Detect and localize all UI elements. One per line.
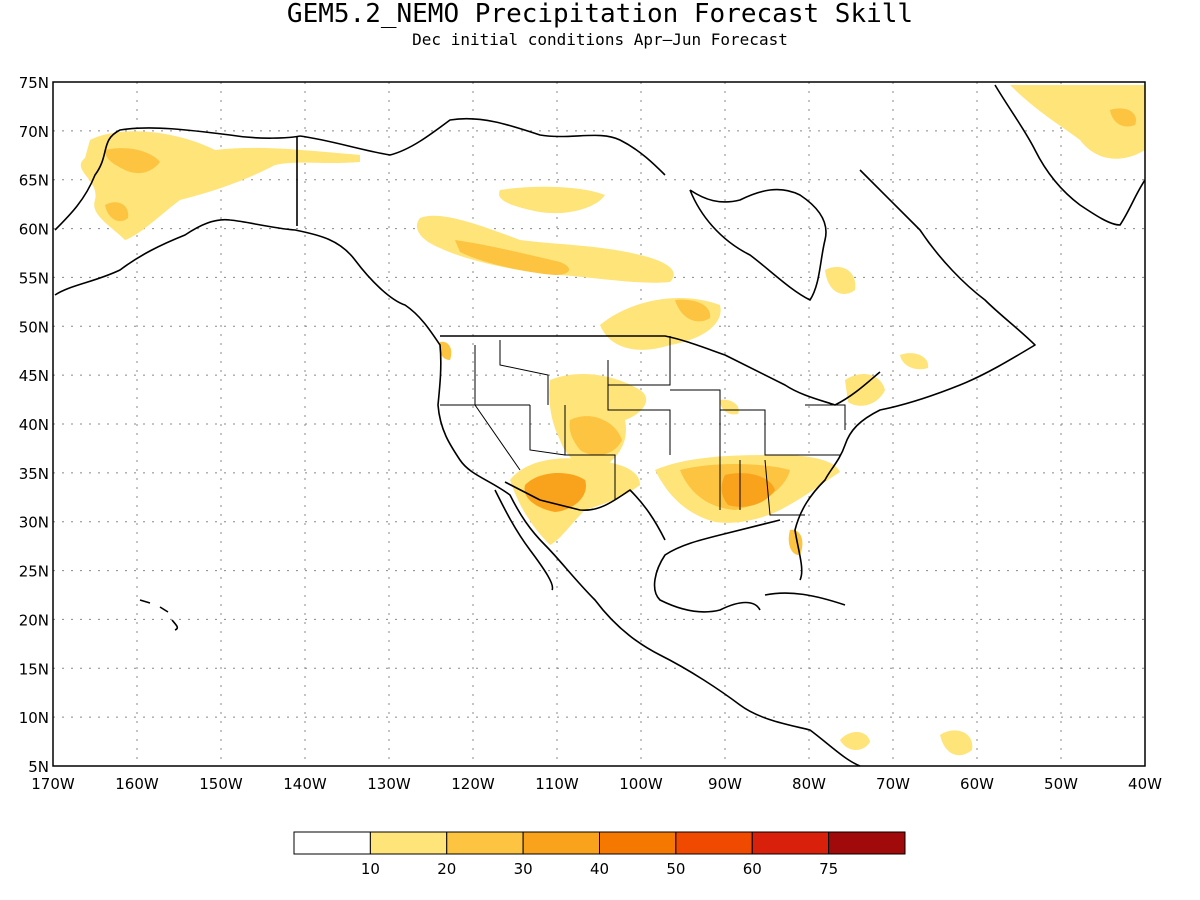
lon-tick-label: 170W — [31, 775, 75, 793]
state-line — [764, 459, 805, 516]
lat-tick-label: 30N — [19, 514, 49, 532]
skill-patch-ohio — [720, 399, 739, 415]
lat-tick-label: 75N — [19, 74, 49, 92]
lon-tick-label: 90W — [708, 775, 742, 793]
colorbar-swatch — [293, 831, 371, 855]
lat-tick-label: 5N — [28, 758, 49, 776]
colorbar-swatch — [675, 831, 753, 855]
skill-patch-canada-core — [455, 240, 570, 275]
skill-patch-mississippi — [721, 473, 775, 507]
colorbar-label: 30 — [514, 860, 533, 878]
map-frame — [52, 81, 1146, 767]
colorbar-label: 75 — [819, 860, 838, 878]
colorbar-swatch — [751, 831, 830, 855]
lon-tick-label: 130W — [367, 775, 411, 793]
state-line — [564, 405, 616, 500]
colorbar-swatch — [446, 831, 524, 855]
colorbar-label: 20 — [437, 860, 456, 878]
us-canada-border — [440, 335, 881, 406]
chart-title: GEM5.2_NEMO Precipitation Forecast Skill — [287, 0, 913, 29]
state-line — [440, 404, 521, 471]
gulf-coast — [653, 519, 781, 613]
lat-tick-label: 50N — [19, 318, 49, 336]
lat-tick-label: 25N — [19, 563, 49, 581]
hawaii — [139, 599, 179, 631]
colorbar-swatch — [522, 831, 600, 855]
skill-patch-arizona-core — [524, 473, 586, 512]
lat-tick-label: 55N — [19, 269, 49, 287]
latitude-axis: 5N 10N 15N 20N 25N 30N 35N 40N 45N 50N 55N 60N 65N 70… — [19, 74, 49, 776]
skill-patch-maine — [900, 353, 929, 370]
lat-tick-label: 15N — [19, 660, 49, 678]
state-line — [805, 404, 846, 430]
skill-patch-manitoba-core — [675, 299, 711, 322]
colorbar-label: 60 — [743, 860, 762, 878]
colorbar: 10 20 30 40 50 60 75 — [293, 831, 906, 878]
alaska-north-coast — [54, 127, 301, 231]
map-panel — [52, 81, 1146, 767]
skill-shading — [80, 85, 1145, 756]
us-mexico-border — [504, 481, 666, 541]
arctic-coast — [299, 117, 666, 176]
state-line — [608, 336, 671, 386]
lon-tick-label: 100W — [619, 775, 663, 793]
lon-tick-label: 140W — [283, 775, 327, 793]
colorbar-swatch — [369, 831, 448, 855]
skill-patch-washington — [439, 341, 452, 360]
colorbar-label: 40 — [590, 860, 609, 878]
lon-tick-label: 150W — [199, 775, 243, 793]
lat-tick-label: 60N — [19, 221, 49, 239]
baja-california — [494, 489, 554, 591]
lon-tick-label: 110W — [535, 775, 579, 793]
north-america-west-coast — [54, 218, 861, 767]
colorbar-swatch — [828, 831, 906, 855]
skill-patch-alaska-south — [105, 202, 129, 222]
hudson-bay — [689, 188, 827, 301]
skill-patch-greenland — [1010, 85, 1145, 159]
lon-tick-label: 120W — [451, 775, 495, 793]
lat-tick-label: 40N — [19, 416, 49, 434]
state-line — [720, 409, 840, 456]
skill-patch-colorado — [569, 416, 622, 456]
skill-patch-greenland-core — [1110, 108, 1136, 127]
skill-patch-alaska-core — [105, 148, 160, 174]
lat-tick-label: 35N — [19, 465, 49, 483]
skill-patch-north-canada — [499, 186, 605, 214]
skill-patch-hudson — [825, 266, 856, 294]
longitude-axis: 170W 160W 150W 140W 130W 120W 110W 100W 90W 80W 70… — [31, 775, 1162, 793]
lon-tick-label: 160W — [115, 775, 159, 793]
lat-tick-label: 70N — [19, 123, 49, 141]
greenland-coast — [994, 84, 1146, 226]
skill-patch-venezuela — [940, 730, 973, 756]
state-line — [529, 405, 566, 456]
lon-tick-label: 50W — [1044, 775, 1078, 793]
coastlines — [54, 84, 1146, 767]
state-line — [670, 389, 721, 455]
colorbar-label: 10 — [361, 860, 380, 878]
skill-patch-canada-band — [416, 215, 674, 283]
lat-tick-label: 20N — [19, 611, 49, 629]
state-line — [499, 340, 549, 405]
lat-tick-label: 45N — [19, 367, 49, 385]
lat-tick-label: 10N — [19, 709, 49, 727]
chart-subtitle: Dec initial conditions Apr—Jun Forecast — [412, 30, 788, 49]
state-borders — [440, 336, 846, 516]
east-canada-coast — [794, 169, 1036, 581]
skill-patch-northeast — [845, 374, 885, 406]
lon-tick-label: 40W — [1128, 775, 1162, 793]
lat-tick-label: 65N — [19, 172, 49, 190]
colorbar-label: 50 — [666, 860, 685, 878]
skill-patch-colombia — [840, 731, 870, 750]
lon-tick-label: 80W — [792, 775, 826, 793]
cuba — [764, 592, 846, 606]
lon-tick-label: 60W — [960, 775, 994, 793]
colorbar-swatch — [599, 831, 677, 855]
lon-tick-label: 70W — [876, 775, 910, 793]
